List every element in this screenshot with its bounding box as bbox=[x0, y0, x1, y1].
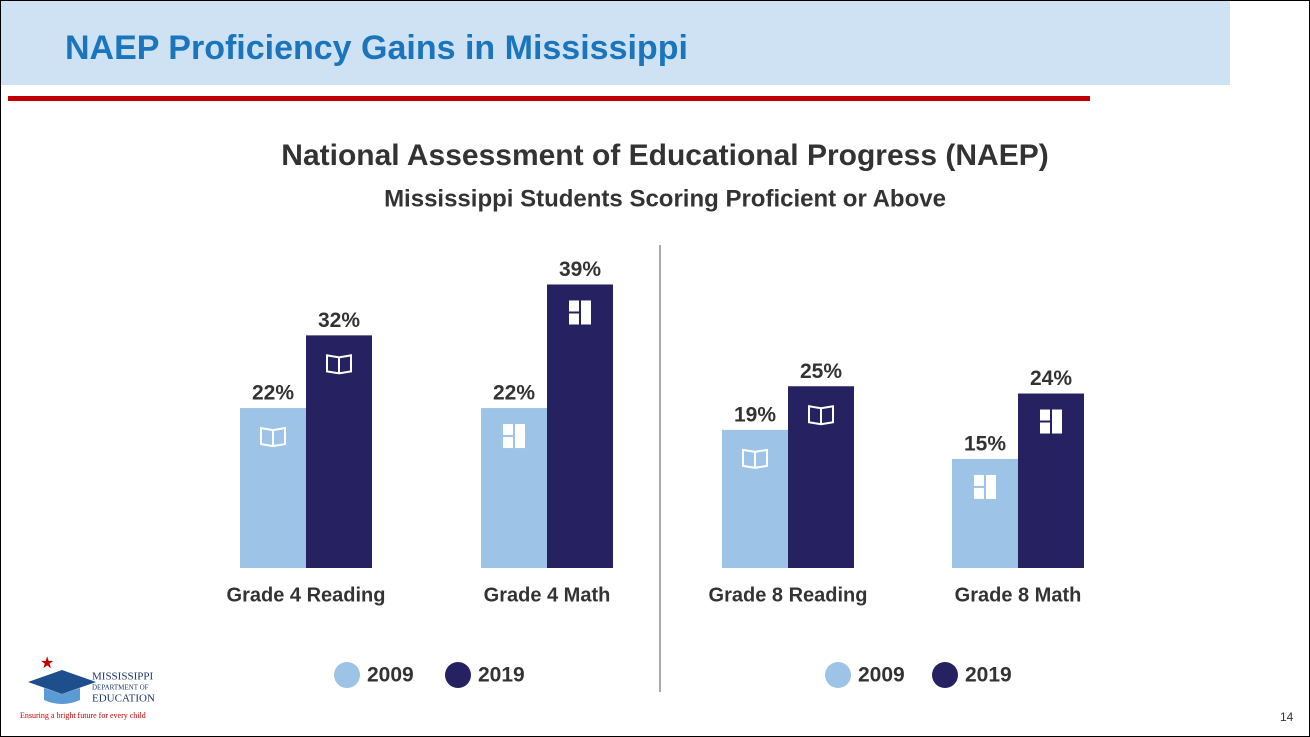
logo-cap-base bbox=[44, 688, 80, 704]
calc-icon bbox=[1052, 409, 1062, 434]
data-label: 39% bbox=[559, 258, 601, 281]
calc-icon bbox=[986, 474, 996, 499]
header-title: NAEP Proficiency Gains in Mississippi bbox=[65, 29, 688, 67]
logo-line2: DEPARTMENT OF bbox=[92, 684, 149, 692]
legend-label: 2009 bbox=[858, 664, 905, 687]
data-label: 22% bbox=[252, 382, 294, 405]
legend-swatch bbox=[334, 662, 360, 688]
calc-icon bbox=[569, 313, 579, 325]
legend-swatch bbox=[825, 662, 851, 688]
logo-cap bbox=[28, 670, 96, 694]
book-icon bbox=[808, 405, 834, 426]
legend-swatch bbox=[445, 662, 471, 688]
logo-star: ★ bbox=[40, 655, 54, 672]
calc-icon bbox=[974, 474, 984, 486]
x-tick-label: Grade 4 Reading bbox=[227, 584, 386, 606]
calc-icon bbox=[503, 424, 513, 436]
calc-icon bbox=[974, 487, 984, 499]
book-icon bbox=[742, 448, 768, 469]
calc-icon bbox=[1040, 409, 1050, 421]
bar bbox=[1018, 393, 1084, 568]
header-rule bbox=[8, 96, 1090, 101]
data-label: 32% bbox=[318, 309, 360, 332]
legend-swatch bbox=[932, 662, 958, 688]
page-number: 14 bbox=[1280, 710, 1294, 724]
data-label: 19% bbox=[734, 403, 776, 426]
bar bbox=[952, 458, 1018, 568]
data-label: 22% bbox=[493, 382, 535, 405]
chart-subtitle: Mississippi Students Scoring Proficient … bbox=[384, 185, 946, 212]
book-icon bbox=[326, 354, 352, 375]
bar bbox=[547, 284, 613, 568]
calc-icon bbox=[1040, 422, 1050, 434]
calc-icon bbox=[569, 300, 579, 312]
x-tick-label: Grade 4 Math bbox=[484, 584, 611, 606]
legend-label: 2009 bbox=[367, 664, 414, 687]
x-tick-label: Grade 8 Math bbox=[955, 584, 1082, 606]
x-tick-label: Grade 8 Reading bbox=[709, 584, 868, 606]
legend-label: 2019 bbox=[478, 664, 525, 687]
data-label: 24% bbox=[1030, 367, 1072, 390]
chart-title: National Assessment of Educational Progr… bbox=[281, 139, 1048, 172]
logo: ★ MISSISSIPPI DEPARTMENT OF EDUCATION En… bbox=[20, 655, 155, 720]
bar bbox=[722, 429, 788, 568]
calc-icon bbox=[515, 424, 525, 449]
calc-icon bbox=[581, 300, 591, 325]
logo-line3: EDUCATION bbox=[92, 693, 155, 705]
legend-label: 2019 bbox=[965, 664, 1012, 687]
data-label: 15% bbox=[964, 432, 1006, 455]
logo-tagline: Ensuring a bright future for every child bbox=[20, 711, 146, 720]
data-label: 25% bbox=[800, 360, 842, 383]
header-band bbox=[1, 1, 1230, 85]
logo-line1: MISSISSIPPI bbox=[92, 671, 153, 683]
bar bbox=[481, 408, 547, 568]
calc-icon bbox=[503, 437, 513, 449]
book-icon bbox=[260, 426, 286, 448]
